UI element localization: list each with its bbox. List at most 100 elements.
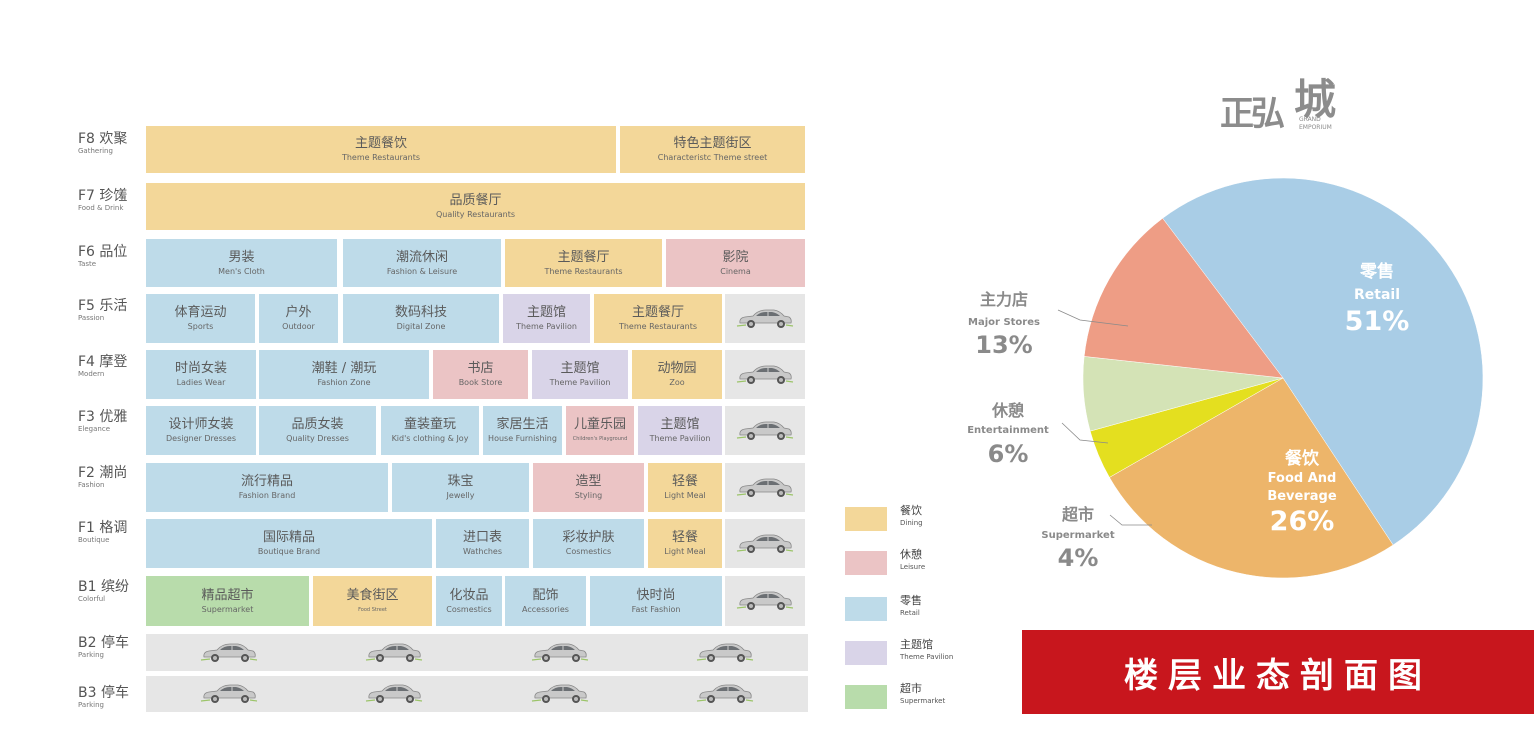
zone-cell: 设计师女装 Designer Dresses [146,406,256,455]
zone-name: 户外 [285,305,312,320]
floor-subtitle: Fashion [78,481,105,489]
zone-cell: 主题馆 Theme Pavilion [503,294,590,343]
pie-slice-major-stores [1083,217,1284,379]
floor-title: B1 缤纷 [78,579,129,595]
floor-label-f6: F6 品位 Taste [78,245,142,269]
zone-cell: 时尚女装 Ladies Wear [146,350,256,399]
zone-name: 儿童乐园 [573,417,626,432]
zone-name-en: Fashion Brand [238,491,296,500]
zone-name-en: Supermarket [201,604,254,614]
car-icon [365,641,423,665]
parking-cell [725,406,805,455]
parking-cell [725,463,805,512]
pie-label-supermarket-cn: 超市 [1061,505,1094,524]
zone-cell: 配饰 Accessories [505,576,586,626]
car-icon [736,363,794,387]
car-icon [736,419,794,443]
car-icon [696,682,754,706]
zone-name: 书店 [467,361,494,376]
zone-name: 潮流休闲 [395,249,448,265]
floor-title: F2 潮尚 [78,465,128,481]
zone-name-en: Accessories [522,604,569,614]
floor-title: B3 停车 [78,685,129,701]
zone-name: 主题馆 [526,305,566,320]
pie-slice-food-and-beverage [1109,377,1394,579]
zone-cell: 童装童玩 Kid's clothing & Joy [381,406,479,455]
zone-name: 主题馆 [560,361,600,376]
parking-cell [725,294,805,343]
zone-cell: 儿童乐园 Children's Playground [566,406,634,455]
zone-name-en: Zoo [669,378,685,387]
pie-leader-line [1109,514,1152,526]
car-icon [736,307,794,331]
car-icon [200,641,258,665]
zone-cell: 美食街区 Food Street [313,576,432,626]
zone-name: 珠宝 [447,474,474,489]
legend-label-en: Dining [900,519,923,527]
zone-name-en: Designer Dresses [166,434,236,443]
floor-subtitle: Boutique [78,536,110,544]
zone-name-en: House Furnishing [488,434,557,443]
legend-swatch [845,641,887,665]
zone-cell: 数码科技 Digital Zone [343,294,499,343]
zone-cell: 化妆品 Cosmestics [436,576,502,626]
pie-label-retail-value: 51% [1345,306,1410,337]
legend-label: 餐饮 [900,504,922,517]
legend-label-en: Retail [900,609,920,617]
title-banner: 楼层业态剖面图 [1022,630,1534,714]
zone-name: 品质餐厅 [449,193,502,208]
zone-name-en: Book Store [458,378,503,387]
floor-title: F8 欢聚 [78,131,128,147]
floor-title: F3 优雅 [78,409,128,425]
legend-label: 主题馆 [900,638,933,651]
zone-name-en: Cosmestics [446,604,492,614]
parking-cell [146,676,808,712]
floor-label-b3: B3 停车 Parking [78,686,142,710]
parking-cell [725,576,805,626]
legend-label: 超市 [900,682,922,695]
zone-name-en: Theme Pavilion [649,434,711,443]
logo-en-line1: GRAND [1299,116,1321,123]
zone-name-en: Cinema [720,266,751,276]
zone-cell: 户外 Outdoor [259,294,338,343]
zone-cell: 书店 Book Store [433,350,528,399]
zone-name-en: Ladies Wear [176,378,226,387]
pie-label-supermarket-value: 4% [1058,544,1099,572]
floor-label-b1: B1 缤纷 Colorful [78,580,142,604]
zone-cell: 主题餐厅 Theme Restaurants [505,239,662,287]
car-icon [365,682,423,706]
zone-name: 童装童玩 [403,417,456,432]
zone-name: 时尚女装 [174,361,227,376]
zone-name-en: Theme Pavilion [516,322,577,331]
floor-title: B2 停车 [78,635,129,651]
legend-swatch [845,507,887,531]
zone-name-en: Boutique Brand [257,547,321,556]
zone-name-en: Food Street [358,606,387,613]
floor-title: F4 摩登 [78,354,128,370]
pie-label-entertainment-cn: 休憩 [991,401,1024,420]
floor-label-f8: F8 欢聚 Gathering [78,132,142,156]
zone-name-en: Kid's clothing & Joy [391,434,469,443]
zone-name: 精品超市 [201,587,254,603]
legend-swatch [845,597,887,621]
floor-label-f2: F2 潮尚 Fashion [78,466,142,490]
zone-name-en: Light Meal [664,491,706,500]
zone-cell: 快时尚 Fast Fashion [590,576,722,626]
floor-subtitle: Passion [78,314,105,322]
pie-label-entertainment-en: Entertainment [967,425,1049,436]
zone-name: 主题餐厅 [631,305,684,320]
car-icon [531,682,589,706]
zone-cell: 影院 Cinema [666,239,805,287]
floor-label-f3: F3 优雅 Elegance [78,410,142,434]
legend-label-en: Supermarket [900,697,946,705]
banner-title: 楼层业态剖面图 [1124,655,1432,696]
floor-subtitle: Parking [78,651,104,659]
car-icon [200,682,258,706]
pie-label-major-stores-en: Major Stores [968,317,1040,328]
zone-name-en: Men's Cloth [218,266,265,276]
zone-name: 配饰 [532,587,559,603]
zone-cell: 品质女装 Quality Dresses [259,406,376,455]
zone-cell: 主题馆 Theme Pavilion [638,406,722,455]
zone-cell: 主题餐厅 Theme Restaurants [594,294,722,343]
zone-cell: 男装 Men's Cloth [146,239,337,287]
